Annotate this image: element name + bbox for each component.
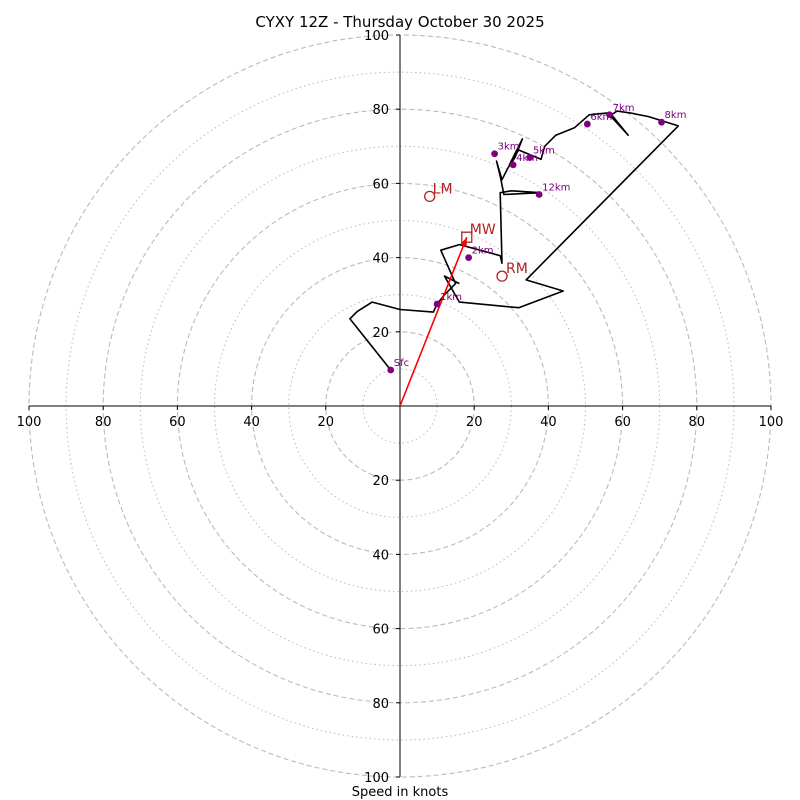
x-tick-label: 60 bbox=[614, 415, 631, 430]
x-tick-label: 40 bbox=[540, 415, 557, 430]
storm-motion-markers: LM RM MW bbox=[424, 181, 528, 282]
mean-wind-label: MW bbox=[470, 222, 496, 238]
x-tick-label: 20 bbox=[318, 415, 335, 430]
height-label-8km: 8km bbox=[665, 110, 687, 121]
height-label-5km: 5km bbox=[533, 145, 555, 156]
height-label-12km: 12km bbox=[542, 183, 570, 194]
height-marker-6km bbox=[583, 120, 591, 128]
mean-wind-vector bbox=[399, 236, 468, 407]
mean-wind-arrow-shaft bbox=[399, 236, 468, 407]
chart-title: CYXY 12Z - Thursday October 30 2025 bbox=[255, 13, 544, 31]
height-markers: Sfc1km2km3km4km5km6km7km8km12km bbox=[387, 103, 686, 374]
height-label-7km: 7km bbox=[613, 103, 635, 114]
left-mover-label: LM bbox=[433, 181, 453, 197]
y-tick-label: 60 bbox=[372, 623, 389, 638]
x-tick-label: 20 bbox=[466, 415, 483, 430]
height-marker-4km bbox=[509, 161, 517, 169]
height-label-1km: 1km bbox=[440, 292, 462, 303]
height-marker-1km bbox=[433, 300, 441, 308]
y-tick-label: 80 bbox=[372, 103, 389, 118]
right-mover-marker bbox=[496, 270, 508, 282]
y-tick-label: 100 bbox=[364, 29, 389, 44]
y-tick-label: 60 bbox=[372, 177, 389, 192]
height-marker-5km bbox=[526, 154, 534, 161]
height-marker-3km bbox=[491, 150, 499, 158]
x-tick-label: 100 bbox=[17, 415, 42, 430]
x-axis-label: Speed in knots bbox=[352, 785, 449, 800]
height-marker-2km bbox=[465, 254, 473, 261]
right-mover-label: RM bbox=[506, 261, 528, 277]
x-tick-label: 80 bbox=[95, 415, 112, 430]
y-tick-label: 100 bbox=[364, 771, 389, 786]
left-mover-marker bbox=[424, 190, 436, 203]
y-tick-label: 20 bbox=[372, 474, 389, 489]
y-tick-label: 40 bbox=[372, 252, 389, 267]
y-tick-label: 80 bbox=[372, 697, 389, 712]
tick-labels: 100 80 60 40 20 20 40 60 80 100 100 80 60 40 20 20 40 60 8… bbox=[17, 29, 784, 786]
height-label-3km: 3km bbox=[498, 142, 520, 153]
x-tick-label: 100 bbox=[759, 415, 784, 430]
x-tick-label: 40 bbox=[243, 415, 260, 430]
height-label-2km: 2km bbox=[472, 246, 494, 257]
height-label-sfc: Sfc bbox=[394, 358, 409, 369]
height-marker-8km bbox=[658, 118, 665, 126]
height-marker-sfc bbox=[387, 366, 395, 374]
x-tick-label: 80 bbox=[689, 415, 706, 430]
height-marker-7km bbox=[606, 111, 614, 119]
height-marker-12km bbox=[535, 191, 543, 198]
y-tick-label: 40 bbox=[372, 548, 389, 563]
y-tick-label: 20 bbox=[372, 326, 389, 341]
mean-wind-marker bbox=[461, 231, 473, 243]
x-tick-label: 60 bbox=[169, 415, 186, 430]
height-label-6km: 6km bbox=[590, 112, 612, 123]
